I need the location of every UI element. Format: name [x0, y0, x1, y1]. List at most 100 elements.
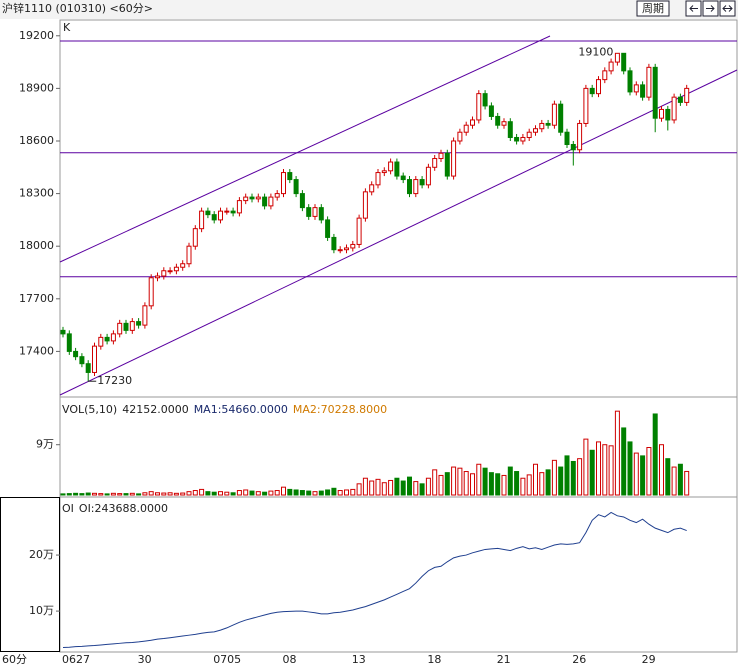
annotation: 17230: [97, 374, 132, 387]
candle-body: [344, 247, 349, 251]
period-button-label[interactable]: 周期: [642, 2, 664, 15]
candle-body: [180, 263, 186, 268]
candle-body: [173, 266, 179, 272]
candle-body: [167, 270, 173, 273]
candle-body: [243, 196, 249, 202]
candle-body: [129, 321, 135, 331]
volume-bar: [438, 474, 444, 496]
volume-bar: [312, 491, 318, 496]
candle-body: [684, 87, 690, 103]
volume-bar: [419, 483, 425, 496]
volume-bar: [136, 493, 142, 496]
candle-body: [249, 196, 255, 200]
volume-bar: [249, 490, 255, 496]
candle-body: [564, 131, 570, 145]
volume-bar: [665, 458, 671, 496]
candle-body: [274, 193, 280, 198]
period-button[interactable]: [636, 0, 670, 17]
candle-body: [419, 179, 425, 186]
x-tick-label: 21: [497, 653, 511, 666]
candle-body: [520, 136, 526, 142]
volume-bar: [85, 492, 91, 496]
volume-bar: [66, 493, 72, 496]
candle-body: [432, 158, 438, 168]
oi-panel: [59, 496, 738, 653]
volume-bar: [73, 492, 79, 496]
header-item: VOL(5,10): [62, 403, 117, 416]
volume-bar: [652, 413, 658, 496]
volume-bar: [621, 427, 627, 496]
volume-bar: [633, 452, 639, 496]
volume-bar: [268, 490, 274, 496]
candle-body: [407, 179, 412, 195]
volume-bar: [375, 478, 381, 496]
volume-bar: [684, 470, 690, 496]
toolbar: [0, 0, 738, 19]
x-tick-label: 0705: [213, 653, 241, 666]
candle-body: [570, 143, 576, 151]
candle-body: [211, 214, 217, 221]
candle-body: [646, 66, 652, 98]
candle-body: [394, 161, 400, 177]
panel-header: VOL(5,10) 42152.0000 MA1:54660.0000 MA2:702…: [62, 403, 387, 416]
volume-bar: [306, 490, 312, 496]
candle-body: [356, 217, 362, 245]
candle-body: [331, 236, 337, 251]
y-tick-label: 18600: [19, 134, 54, 147]
candle-body: [451, 140, 457, 177]
volume-bar: [520, 477, 526, 496]
volume-bar: [501, 474, 507, 496]
oi-axis-box: [0, 497, 60, 652]
volume-bar: [570, 460, 576, 496]
volume-bar: [457, 467, 463, 496]
candle-body: [495, 115, 501, 126]
y-tick-label: 9万: [36, 438, 54, 451]
candle-body: [375, 172, 381, 186]
candle-body: [236, 200, 242, 214]
candle-body: [281, 172, 286, 195]
volume-bar: [533, 463, 538, 496]
x-tick-label: 30: [138, 653, 152, 666]
x-tick-label: 18: [427, 653, 441, 666]
candle-body: [551, 103, 557, 126]
volume-bar: [677, 463, 683, 496]
volume-bar: [148, 491, 154, 496]
volume-bar: [104, 493, 110, 496]
candle-body: [123, 322, 129, 331]
volume-bar: [362, 477, 368, 496]
volume-bar: [98, 493, 104, 496]
candle-body: [602, 70, 608, 81]
x-tick-label: 0627: [62, 653, 90, 666]
volume-bar: [142, 492, 148, 496]
y-tick-label: 17400: [19, 344, 54, 357]
volume-bar: [507, 466, 513, 496]
y-tick-label: 10万: [29, 604, 54, 617]
candle-body: [476, 93, 482, 121]
panel-label: K: [63, 21, 71, 34]
candle-body: [501, 121, 507, 126]
volume-bar: [110, 492, 116, 496]
volume-bar: [444, 472, 450, 496]
y-tick-label: 18900: [19, 81, 54, 94]
volume-bar: [92, 492, 97, 496]
candle-body: [652, 66, 658, 119]
candle-body: [463, 124, 469, 133]
volume-bar: [325, 489, 331, 496]
nav-buttons[interactable]: [685, 0, 736, 17]
volume-bar: [602, 444, 608, 496]
volume-bar: [255, 491, 261, 496]
volume-bar: [331, 487, 337, 496]
volume-bar: [551, 459, 557, 496]
volume-bar: [627, 441, 633, 496]
volume-bar: [470, 473, 475, 496]
volume-bar: [155, 492, 160, 496]
candle-body: [369, 184, 375, 193]
volume-bar: [451, 466, 457, 496]
candle-body: [224, 210, 230, 213]
volume-bar: [230, 492, 236, 496]
candle-body: [161, 270, 167, 277]
volume-bar: [400, 480, 406, 496]
trend-line: [59, 69, 738, 396]
volume-bar: [173, 492, 179, 496]
candle-body: [608, 61, 614, 72]
